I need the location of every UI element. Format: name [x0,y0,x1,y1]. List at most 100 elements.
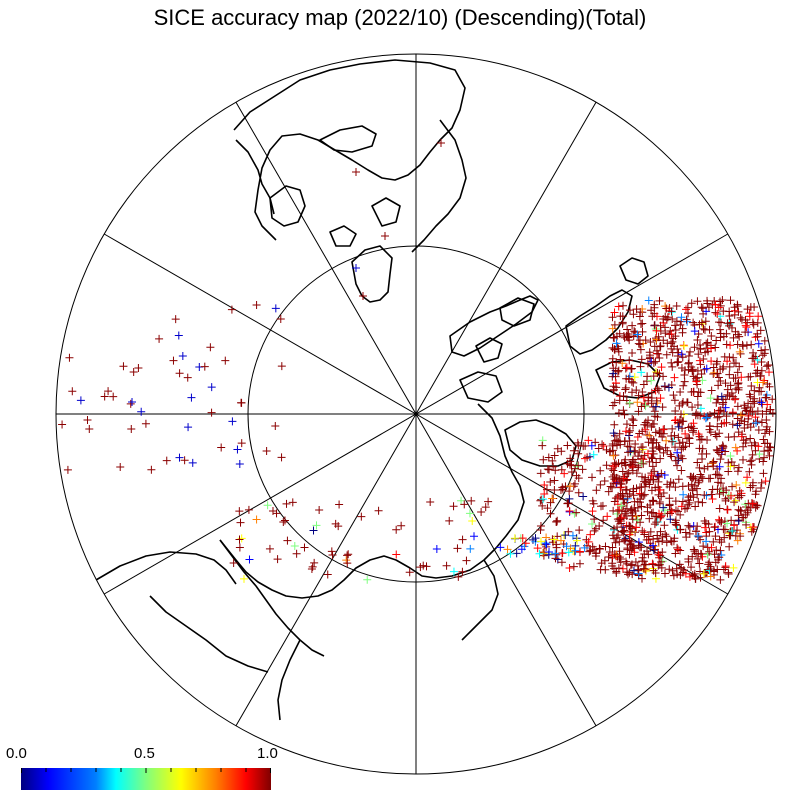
accuracy-marker [566,482,575,491]
accuracy-marker [651,357,660,366]
accuracy-marker [748,523,757,532]
accuracy-marker [760,429,769,438]
accuracy-marker [765,442,774,451]
accuracy-marker [590,526,599,535]
accuracy-marker [539,495,548,504]
accuracy-marker [623,325,632,334]
accuracy-marker [641,565,650,574]
accuracy-marker [696,470,705,479]
accuracy-marker [288,498,297,507]
accuracy-marker [715,462,724,471]
accuracy-marker [233,445,242,454]
accuracy-marker [735,493,744,502]
accuracy-marker [668,566,677,575]
accuracy-marker [635,448,644,457]
accuracy-marker [381,232,389,240]
accuracy-marker [174,331,183,340]
accuracy-marker [617,501,626,510]
accuracy-marker [623,333,632,342]
accuracy-marker [562,542,571,551]
accuracy-marker [678,399,687,408]
accuracy-marker [646,338,655,347]
accuracy-marker [601,542,610,551]
europe-coast [595,359,661,399]
accuracy-marker [635,429,644,438]
accuracy-marker [700,490,709,499]
accuracy-marker [646,527,655,536]
accuracy-marker [550,451,559,460]
accuracy-marker [655,499,664,508]
accuracy-marker [147,465,156,474]
accuracy-marker [736,349,745,358]
accuracy-marker [707,490,716,499]
accuracy-marker [754,312,763,321]
accuracy-marker [405,568,414,577]
accuracy-marker [733,421,742,430]
accuracy-marker [693,392,702,401]
accuracy-marker [671,321,680,330]
aleutian-arc [95,551,237,585]
accuracy-marker [732,385,741,394]
accuracy-marker [616,312,625,321]
accuracy-marker [753,369,762,378]
accuracy-marker [458,567,467,576]
accuracy-marker [624,374,633,383]
accuracy-marker [635,312,644,321]
accuracy-marker [757,478,766,487]
accuracy-marker [565,563,574,572]
accuracy-marker [580,543,589,552]
accuracy-marker [724,458,733,467]
accuracy-marker [716,376,725,385]
accuracy-marker [687,472,696,481]
colorbar-mid-label: 0.5 [134,745,155,762]
accuracy-marker [755,387,764,396]
accuracy-marker [235,543,244,552]
accuracy-marker [548,494,557,503]
accuracy-marker [719,525,728,534]
accuracy-marker [660,521,669,530]
accuracy-marker [552,543,561,552]
accuracy-marker [689,545,698,554]
accuracy-marker [680,504,689,513]
accuracy-marker [727,516,736,525]
accuracy-marker [695,463,704,472]
accuracy-marker [728,420,737,429]
accuracy-marker [637,502,646,511]
accuracy-marker [711,308,720,317]
accuracy-marker [610,534,619,543]
accuracy-marker [653,384,662,393]
accuracy-marker [449,567,458,576]
accuracy-marker [729,563,738,572]
accuracy-marker [237,534,246,543]
accuracy-marker [730,521,739,530]
accuracy-marker [661,530,670,539]
accuracy-marker [484,497,493,506]
accuracy-marker [630,548,639,557]
accuracy-marker [638,319,647,328]
accuracy-marker [764,361,773,370]
accuracy-marker [628,515,637,524]
accuracy-marker [627,364,636,373]
accuracy-marker [753,329,762,338]
accuracy-marker [736,506,745,515]
accuracy-marker [622,363,631,372]
accuracy-marker [540,481,549,490]
accuracy-marker [667,307,676,316]
accuracy-marker [647,453,656,462]
accuracy-marker [688,367,697,376]
accuracy-marker [654,386,663,395]
accuracy-marker [649,534,658,543]
accuracy-marker [706,572,715,581]
accuracy-marker [639,564,648,573]
accuracy-marker [546,498,555,507]
accuracy-marker [697,369,706,378]
accuracy-marker [672,317,681,326]
accuracy-marker [583,453,592,462]
accuracy-marker [668,314,677,323]
accuracy-marker [609,369,618,378]
accuracy-marker [335,500,344,509]
accuracy-marker [680,370,689,379]
accuracy-marker [667,432,676,441]
accuracy-marker [623,469,632,478]
accuracy-marker [690,343,699,352]
